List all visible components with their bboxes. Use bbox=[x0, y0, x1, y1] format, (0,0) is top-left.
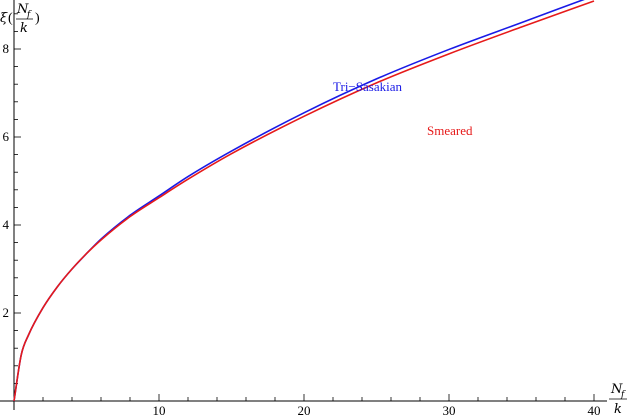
y-axis-label: ξ (Nfk) bbox=[0, 2, 40, 36]
x-tick-label: 10 bbox=[153, 403, 166, 416]
y-tick-label: 8 bbox=[3, 41, 10, 56]
x-label-sub: f bbox=[620, 390, 626, 400]
x-label-num: N bbox=[610, 382, 623, 397]
y-tick-label: 2 bbox=[3, 305, 10, 320]
y-label-sub: f bbox=[26, 10, 32, 20]
ticks: 10 20 30 40 2 4 6 8 bbox=[3, 13, 601, 416]
y-label-den: k bbox=[20, 21, 28, 36]
series bbox=[13, 0, 595, 402]
y-label-num: N bbox=[16, 2, 29, 17]
axes bbox=[0, 0, 607, 410]
x-tick-label: 20 bbox=[298, 403, 311, 416]
y-tick-label: 4 bbox=[3, 217, 10, 232]
y-label-close: ) bbox=[35, 11, 40, 26]
x-axis-label: Nfk bbox=[609, 382, 627, 416]
x-label-den: k bbox=[614, 402, 622, 416]
smeared-line bbox=[13, 0, 595, 402]
x-tick-label: 30 bbox=[443, 403, 456, 416]
y-label-open: ( bbox=[8, 11, 13, 26]
tri-sasakian-label: Tri−Sasakian bbox=[333, 79, 402, 94]
x-tick-label: 40 bbox=[588, 403, 601, 416]
tri-sasakian-line bbox=[13, 0, 585, 402]
smeared-label: Smeared bbox=[427, 123, 473, 138]
y-label-fn: ξ bbox=[0, 11, 8, 26]
y-tick-label: 6 bbox=[3, 129, 10, 144]
